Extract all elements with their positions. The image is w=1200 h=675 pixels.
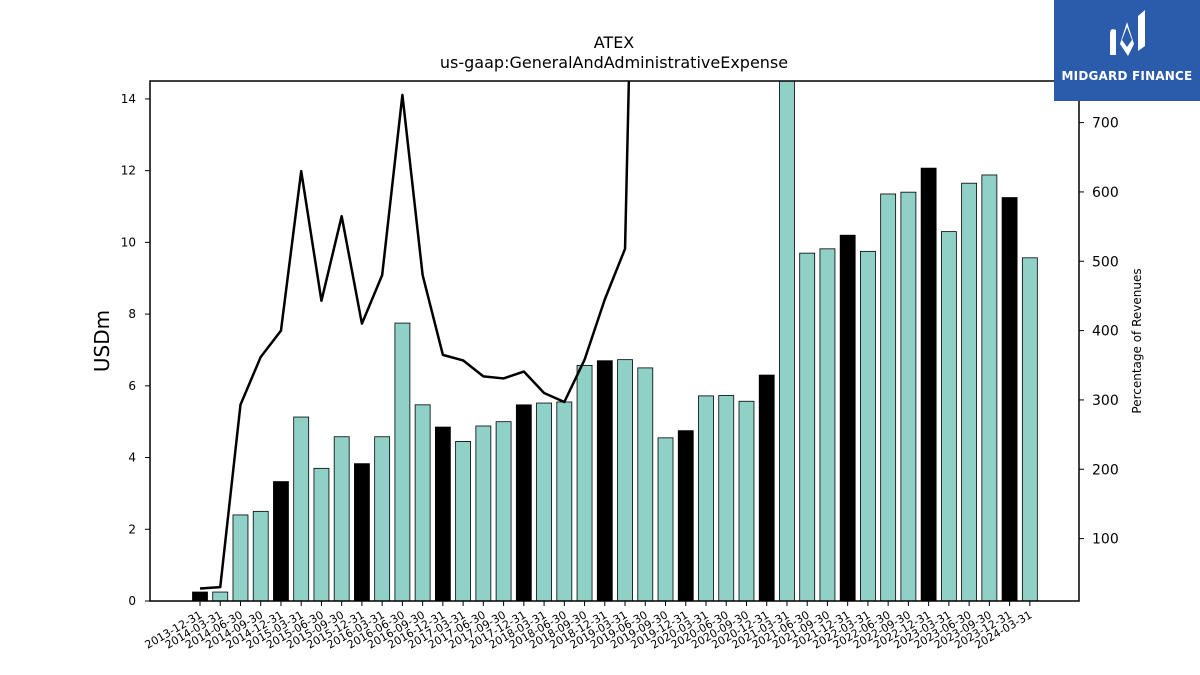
bar <box>212 591 229 601</box>
bar <box>576 364 593 601</box>
brand-logo: MIDGARD FINANCE <box>1054 0 1200 101</box>
bar <box>1021 257 1038 601</box>
bar <box>880 193 897 601</box>
y-axis-label: USDm <box>90 310 114 372</box>
bar <box>313 467 330 601</box>
y-tick-label: 10 <box>121 235 136 249</box>
y-tick-label: 4 <box>128 451 136 465</box>
y2-tick-label: 400 <box>1092 324 1119 340</box>
bar <box>536 402 552 601</box>
secondary-y-axis: 100 200 300 400 500 600 700 <box>1079 116 1119 548</box>
bar <box>394 322 411 601</box>
bar <box>475 425 492 601</box>
y-tick-label: 2 <box>128 522 136 536</box>
bar <box>758 374 775 601</box>
bar <box>940 231 957 601</box>
bar <box>556 401 573 601</box>
bar <box>637 367 654 601</box>
y2-tick-label: 700 <box>1092 116 1119 132</box>
logo-mark-icon <box>1110 10 1145 56</box>
bar <box>354 463 370 601</box>
bar <box>414 404 431 601</box>
bar <box>961 182 978 601</box>
y-tick-label: 0 <box>128 594 136 608</box>
bar <box>657 437 674 601</box>
bar <box>515 404 532 601</box>
secondary-y-axis-label: Percentage of Revenues <box>1130 268 1144 413</box>
bar <box>1001 197 1018 601</box>
bar <box>252 510 269 601</box>
series-line <box>199 81 631 590</box>
bar <box>677 430 694 601</box>
y2-tick-label: 600 <box>1092 185 1119 201</box>
bar <box>981 174 998 601</box>
y-tick-label: 12 <box>121 164 136 178</box>
bar <box>819 248 836 601</box>
bar <box>738 400 755 601</box>
logo-text: MIDGARD FINANCE <box>1061 69 1193 83</box>
y2-tick-label: 300 <box>1092 393 1119 409</box>
bar <box>617 359 633 601</box>
bar <box>333 436 350 601</box>
bar <box>232 514 249 601</box>
bar <box>779 81 795 601</box>
bar <box>799 252 816 601</box>
plot-frame <box>149 80 1080 602</box>
line-series <box>199 81 631 590</box>
bar <box>920 167 937 601</box>
bar <box>273 481 289 601</box>
bar <box>860 250 876 601</box>
bar <box>718 395 735 601</box>
y2-tick-label: 100 <box>1092 532 1119 548</box>
chart-subtitle: us-gaap:GeneralAndAdministrativeExpense <box>440 53 788 72</box>
bar <box>900 191 917 601</box>
bar <box>495 421 512 601</box>
bar <box>434 426 451 601</box>
bar <box>839 234 856 601</box>
y-tick-label: 6 <box>128 379 136 393</box>
y-axis: 0 2 4 6 8 10 12 14 <box>121 92 150 608</box>
chart-title: ATEX <box>594 33 635 52</box>
x-axis: 2013-12-312014-03-312014-06-302014-09-30… <box>143 601 1034 652</box>
y-tick-label: 8 <box>128 307 136 321</box>
y-tick-label: 14 <box>121 92 136 106</box>
bar-series <box>192 81 1038 601</box>
bar <box>374 436 391 601</box>
bar <box>192 591 208 601</box>
bar <box>698 395 714 601</box>
bar <box>455 441 472 601</box>
y2-tick-label: 500 <box>1092 254 1119 270</box>
bar <box>596 360 613 601</box>
y2-tick-label: 200 <box>1092 462 1119 478</box>
bar <box>293 416 310 601</box>
